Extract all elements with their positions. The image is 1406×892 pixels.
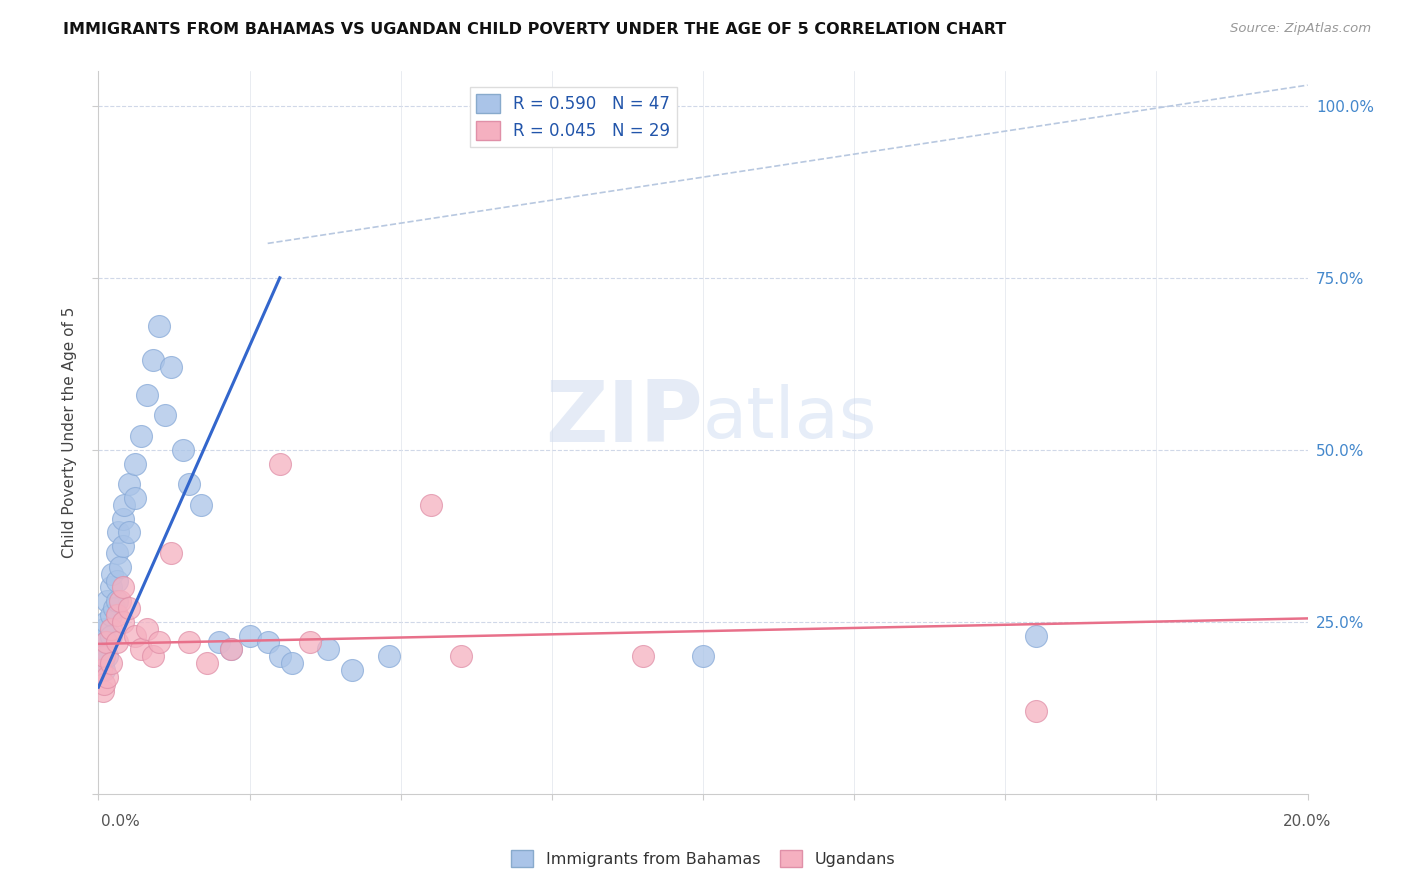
Point: [100, 607, 122, 622]
Legend: R = 0.590   N = 47, R = 0.045   N = 29: R = 0.590 N = 47, R = 0.045 N = 29: [470, 87, 676, 147]
Legend: Immigrants from Bahamas, Ugandans: Immigrants from Bahamas, Ugandans: [505, 844, 901, 873]
Point: [107, 525, 129, 540]
Point: [105, 574, 128, 588]
Point: [239, 629, 262, 643]
Point: [190, 498, 212, 512]
Point: [100, 629, 122, 643]
Point: [93, 642, 115, 657]
Point: [256, 635, 278, 649]
Y-axis label: Child Poverty Under the Age of 5: Child Poverty Under the Age of 5: [62, 307, 77, 558]
Point: [118, 525, 141, 540]
Point: [100, 581, 122, 595]
Point: [160, 546, 183, 560]
Point: [135, 388, 157, 402]
Point: [93, 649, 115, 664]
Point: [129, 429, 152, 443]
Point: [100, 566, 122, 581]
Point: [299, 635, 322, 649]
Text: atlas: atlas: [703, 384, 877, 452]
Point: [692, 649, 714, 664]
Point: [124, 629, 146, 643]
Point: [111, 539, 134, 553]
Point: [124, 457, 146, 471]
Point: [1024, 704, 1046, 718]
Point: [111, 511, 134, 525]
Text: 0.0%: 0.0%: [101, 814, 141, 829]
Point: [111, 581, 134, 595]
Point: [91, 656, 114, 670]
Point: [96, 649, 118, 664]
Point: [105, 546, 128, 560]
Point: [420, 498, 443, 512]
Point: [105, 607, 128, 622]
Text: IMMIGRANTS FROM BAHAMAS VS UGANDAN CHILD POVERTY UNDER THE AGE OF 5 CORRELATION : IMMIGRANTS FROM BAHAMAS VS UGANDAN CHILD…: [63, 22, 1007, 37]
Point: [269, 649, 291, 664]
Point: [108, 594, 131, 608]
Point: [112, 498, 135, 512]
Point: [111, 615, 134, 629]
Point: [142, 649, 165, 664]
Point: [93, 677, 115, 691]
Point: [269, 457, 291, 471]
Point: [153, 409, 176, 423]
Point: [148, 318, 170, 333]
Text: ZIP: ZIP: [546, 376, 703, 459]
Point: [172, 442, 194, 457]
Point: [195, 656, 218, 670]
Point: [100, 622, 122, 636]
Point: [96, 635, 118, 649]
Point: [179, 477, 201, 491]
Point: [208, 635, 231, 649]
Point: [108, 559, 131, 574]
Point: [148, 635, 170, 649]
Point: [118, 601, 141, 615]
Point: [142, 353, 165, 368]
Point: [94, 635, 117, 649]
Point: [1024, 629, 1046, 643]
Point: [90, 635, 112, 649]
Point: [179, 635, 201, 649]
Point: [105, 594, 128, 608]
Point: [160, 360, 183, 375]
Point: [124, 491, 146, 505]
Point: [316, 642, 339, 657]
Text: 20.0%: 20.0%: [1284, 814, 1331, 829]
Point: [129, 642, 152, 657]
Point: [450, 649, 472, 664]
Point: [94, 615, 117, 629]
Point: [135, 622, 157, 636]
Point: [105, 635, 128, 649]
Point: [90, 663, 112, 677]
Point: [281, 656, 304, 670]
Text: Source: ZipAtlas.com: Source: ZipAtlas.com: [1230, 22, 1371, 36]
Point: [342, 663, 364, 677]
Point: [100, 656, 122, 670]
Point: [93, 663, 115, 677]
Point: [103, 601, 125, 615]
Point: [91, 649, 114, 664]
Point: [221, 642, 243, 657]
Point: [96, 594, 118, 608]
Point: [221, 642, 243, 657]
Point: [377, 649, 399, 664]
Point: [91, 683, 114, 698]
Point: [631, 649, 654, 664]
Point: [118, 477, 141, 491]
Point: [96, 670, 118, 684]
Point: [93, 622, 115, 636]
